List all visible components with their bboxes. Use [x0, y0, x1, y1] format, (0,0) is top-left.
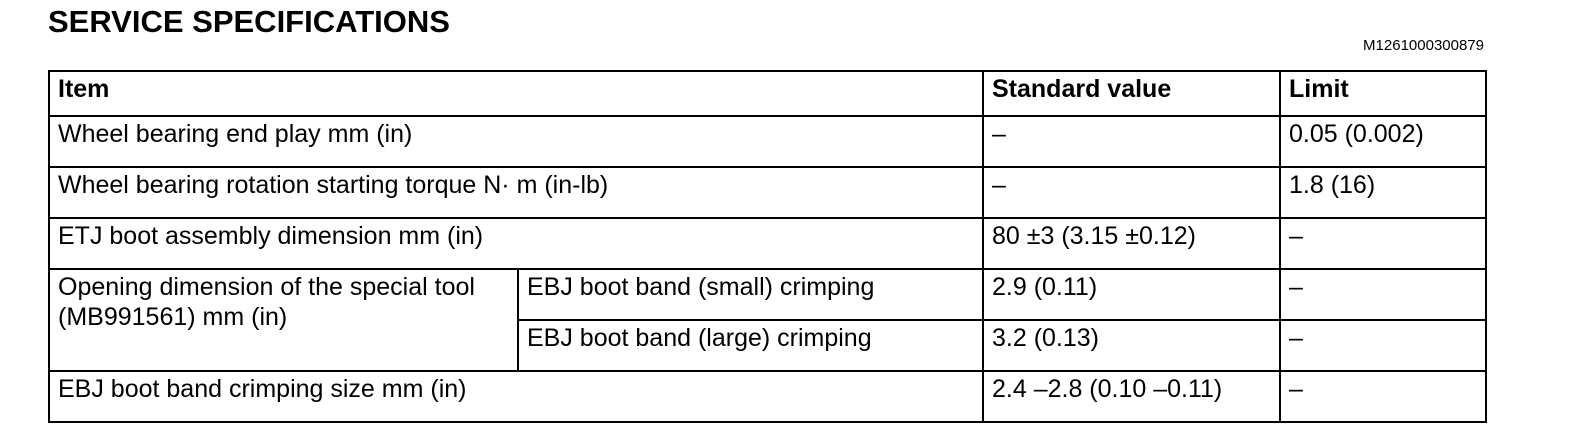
table-row: Wheel bearing end play mm (in) – 0.05 (0…: [48, 115, 1487, 168]
standard-value-cell: 2.9 (0.11): [982, 268, 1281, 321]
subitem-cell: EBJ boot band (large) crimping: [517, 319, 984, 372]
limit-cell: –: [1279, 217, 1487, 270]
item-cell: Wheel bearing end play mm (in): [48, 115, 984, 168]
table-row: EBJ boot band (large) crimping 3.2 (0.13…: [49, 319, 1487, 372]
page-title: SERVICE SPECIFICATIONS: [48, 4, 450, 39]
item-cell: EBJ boot band crimping size mm (in): [48, 370, 984, 423]
service-specifications-table: Item Standard value Limit Wheel bearing …: [48, 70, 1487, 423]
limit-cell: 1.8 (16): [1279, 166, 1487, 219]
subitem-cell: EBJ boot band (small) crimping: [517, 268, 984, 321]
standard-value-cell: –: [982, 166, 1281, 219]
item-cell: Opening dimension of the special tool (M…: [48, 268, 519, 372]
limit-cell: 0.05 (0.002): [1279, 115, 1487, 168]
limit-cell: –: [1279, 319, 1487, 372]
table-row: Opening dimension of the special tool (M…: [48, 268, 1487, 372]
standard-value-cell: 2.4 –2.8 (0.10 –0.11): [982, 370, 1281, 423]
standard-value-cell: 3.2 (0.13): [982, 319, 1281, 372]
limit-cell: –: [1279, 370, 1487, 423]
table-row: EBJ boot band crimping size mm (in) 2.4 …: [48, 370, 1487, 423]
document-id: M1261000300879: [1363, 37, 1484, 54]
limit-cell: –: [1279, 268, 1487, 321]
header-limit: Limit: [1279, 70, 1487, 117]
table-header-row: Item Standard value Limit: [48, 70, 1487, 117]
table-row: Wheel bearing rotation starting torque N…: [48, 166, 1487, 219]
standard-value-cell: –: [982, 115, 1281, 168]
item-cell: ETJ boot assembly dimension mm (in): [48, 217, 984, 270]
table-row: ETJ boot assembly dimension mm (in) 80 ±…: [48, 217, 1487, 270]
standard-value-cell: 80 ±3 (3.15 ±0.12): [982, 217, 1281, 270]
header-item: Item: [48, 70, 984, 117]
header-standard-value: Standard value: [982, 70, 1281, 117]
item-cell: Wheel bearing rotation starting torque N…: [48, 166, 984, 219]
